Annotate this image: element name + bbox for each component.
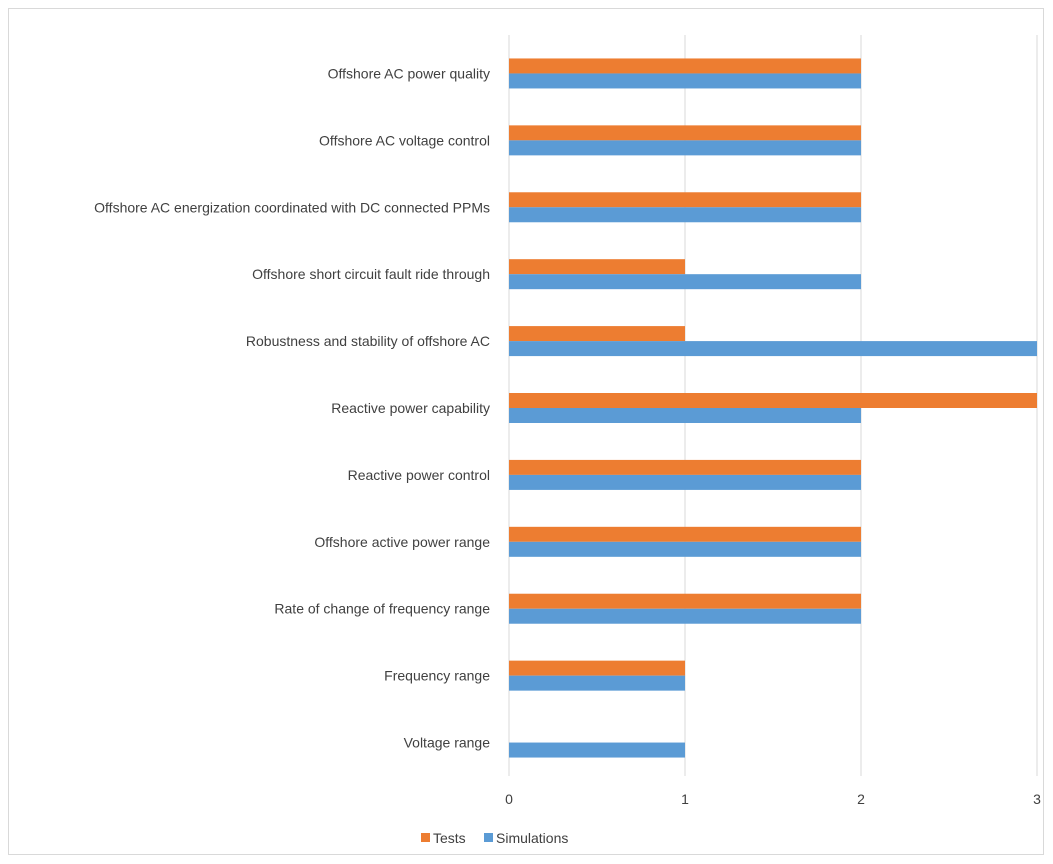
bar-simulations-3 <box>509 274 861 290</box>
category-label: Frequency range <box>384 668 490 684</box>
bar-tests-5 <box>509 393 1037 408</box>
bar-tests-8 <box>509 593 861 609</box>
bar-simulations-4 <box>509 341 1037 357</box>
bar-tests-2 <box>509 192 861 208</box>
bar-simulations-5 <box>509 408 861 423</box>
category-label: Reactive power control <box>348 467 490 483</box>
category-label: Robustness and stability of offshore AC <box>246 333 490 349</box>
legend: Tests Simulations <box>421 830 568 846</box>
category-label: Offshore AC energization coordinated wit… <box>94 199 490 215</box>
legend-label-simulations: Simulations <box>496 830 568 846</box>
bar-tests-6 <box>509 459 861 475</box>
bars <box>509 58 1037 758</box>
x-tick-label: 1 <box>681 791 689 807</box>
x-tick-label: 3 <box>1033 791 1041 807</box>
x-tick-labels: 0 1 2 3 <box>505 791 1041 807</box>
category-labels: Offshore AC power quality Offshore AC vol… <box>94 65 490 750</box>
category-label: Offshore AC power quality <box>328 65 490 81</box>
bar-simulations-0 <box>509 73 861 89</box>
category-label: Offshore AC voltage control <box>319 132 490 148</box>
bar-simulations-10 <box>509 742 685 758</box>
bar-tests-1 <box>509 125 861 141</box>
bar-simulations-8 <box>509 608 861 624</box>
category-label: Reactive power capability <box>331 400 490 416</box>
bar-simulations-9 <box>509 675 685 691</box>
bar-tests-4 <box>509 326 685 342</box>
bar-simulations-7 <box>509 541 861 557</box>
bar-tests-7 <box>509 526 861 542</box>
category-label: Offshore active power range <box>314 534 490 550</box>
bar-tests-0 <box>509 58 861 74</box>
bar-simulations-6 <box>509 474 861 490</box>
category-label: Voltage range <box>404 735 491 751</box>
bar-simulations-2 <box>509 207 861 223</box>
legend-swatch-tests <box>421 833 430 842</box>
bar-simulations-1 <box>509 140 861 156</box>
x-tick-label: 0 <box>505 791 513 807</box>
x-tick-label: 2 <box>857 791 865 807</box>
category-label: Offshore short circuit fault ride throug… <box>252 266 490 282</box>
category-label: Rate of change of frequency range <box>274 601 490 617</box>
legend-swatch-simulations <box>484 833 493 842</box>
legend-label-tests: Tests <box>433 830 466 846</box>
bar-tests-9 <box>509 660 685 676</box>
bar-tests-3 <box>509 259 685 275</box>
